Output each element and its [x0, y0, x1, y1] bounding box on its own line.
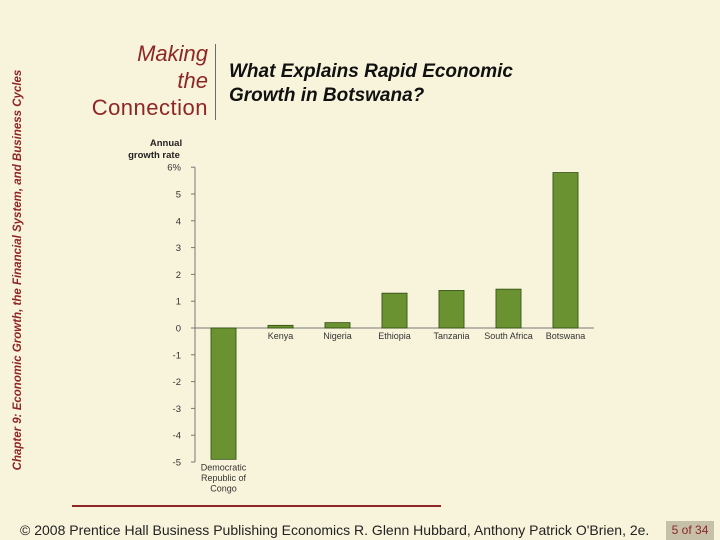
- bar: [324, 322, 351, 329]
- page-total: 34: [695, 523, 709, 537]
- category-label: Tanzania: [433, 331, 469, 341]
- y-tick-label: 1: [176, 297, 181, 308]
- y-tick-label: 6%: [167, 163, 181, 174]
- page-current: 5: [671, 523, 679, 537]
- slide-title-line1: What Explains Rapid Economic: [229, 61, 513, 82]
- bar: [210, 327, 237, 460]
- mtc-line-making: Making: [137, 41, 208, 66]
- y-axis-label-line2: growth rate: [128, 150, 180, 161]
- making-the-connection-label: Making the Connection: [92, 40, 208, 121]
- category-label: Republic of: [201, 473, 247, 483]
- bar: [438, 290, 465, 329]
- y-tick-label: -5: [173, 458, 181, 469]
- y-axis-label-line1: Annual: [150, 138, 182, 149]
- y-tick-label: 2: [176, 270, 181, 281]
- page-of: of: [681, 523, 692, 537]
- category-label: Democratic: [201, 462, 247, 472]
- y-tick-label: 0: [176, 324, 181, 335]
- header-divider: [215, 44, 216, 120]
- y-tick-label: -3: [173, 404, 181, 415]
- footer-credit: © 2008 Prentice Hall Business Publishing…: [20, 522, 650, 538]
- slide-title: What Explains Rapid Economic Growth in B…: [229, 60, 513, 108]
- bar: [495, 288, 522, 329]
- category-label: Nigeria: [323, 331, 352, 341]
- mtc-line-connection: Connection: [91, 95, 208, 120]
- category-label: Kenya: [268, 331, 294, 341]
- y-tick-label: -4: [173, 431, 181, 442]
- slide-title-line2: Growth in Botswana?: [229, 85, 425, 106]
- page-number-badge: 5 of 34: [666, 521, 714, 540]
- y-tick-label: 4: [176, 216, 181, 227]
- y-tick-label: 5: [176, 190, 181, 201]
- bottom-divider: [72, 505, 441, 507]
- bar: [267, 324, 294, 329]
- category-label: Botswana: [546, 331, 586, 341]
- bar: [552, 172, 579, 329]
- bar: [381, 292, 408, 329]
- y-tick-label: -1: [173, 350, 181, 361]
- mtc-line-the: the: [177, 68, 208, 93]
- y-tick-label: -2: [173, 377, 181, 388]
- category-label: South Africa: [484, 331, 533, 341]
- category-label: Congo: [210, 483, 237, 493]
- y-tick-label: 3: [176, 243, 181, 254]
- category-label: Ethiopia: [378, 331, 411, 341]
